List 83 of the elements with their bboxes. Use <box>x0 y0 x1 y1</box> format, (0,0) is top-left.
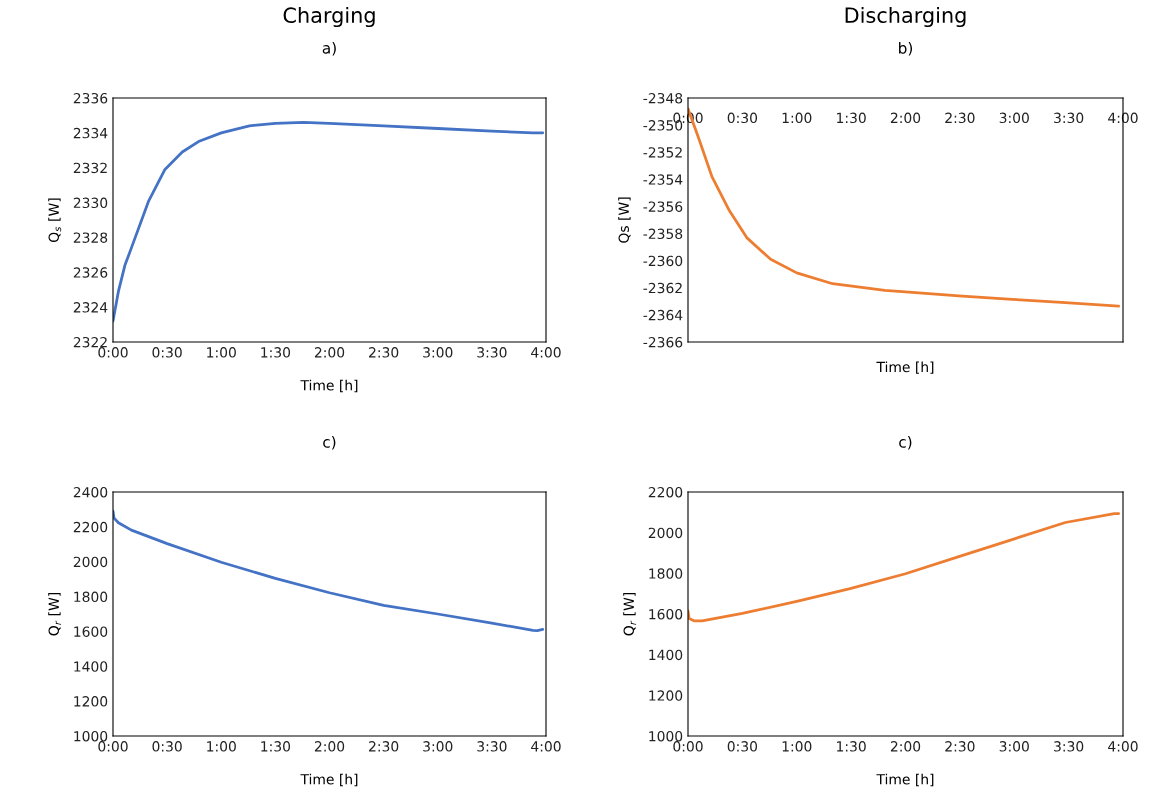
x-tick-label: 3:30 <box>1054 741 1084 752</box>
y-tick-label: 1000 <box>649 730 683 742</box>
y-tick-label: 2328 <box>73 232 108 243</box>
y-tick-label: 1400 <box>649 649 683 661</box>
x-axis-title: Time [h] <box>876 773 934 787</box>
x-tick-label: 1:00 <box>207 741 236 752</box>
x-tick-label: 4:00 <box>531 741 561 752</box>
y-axis-title: Q$_{r}$ [W] <box>48 592 62 636</box>
x-tick-label: 1:30 <box>837 741 866 752</box>
x-tick-label: 3:00 <box>999 741 1029 752</box>
y-tick-label: 1800 <box>649 568 683 579</box>
y-tick-label: 2200 <box>648 486 683 498</box>
x-axis-title: Time [h] <box>300 379 358 393</box>
x-tick-label: 2:30 <box>369 741 399 752</box>
y-tick-label: 2324 <box>73 302 108 313</box>
y-tick-label: 2322 <box>73 336 107 348</box>
x-tick-label: 3:00 <box>999 112 1029 124</box>
x-tick-label: 3:00 <box>423 741 453 752</box>
x-tick-label: 4:00 <box>1108 741 1138 752</box>
y-tick-label: -2366 <box>643 336 683 348</box>
x-tick-label: 2:30 <box>369 347 399 358</box>
x-tick-label: 3:30 <box>477 347 507 358</box>
y-tick-label: 1200 <box>74 696 108 707</box>
y-tick-label: -2360 <box>643 255 683 267</box>
y-tick-label: 2336 <box>73 92 108 104</box>
y-tick-label: 1600 <box>649 608 683 620</box>
line-series <box>113 509 545 632</box>
x-tick-label: 2:00 <box>890 112 921 124</box>
y-tick-label: 2400 <box>73 486 108 498</box>
y-tick-label: 1800 <box>74 591 108 603</box>
x-tick-label: 1:30 <box>261 347 291 358</box>
x-tick-label: 2:00 <box>314 741 345 752</box>
y-tick-label: -2348 <box>643 92 683 104</box>
y-tick-label: 1400 <box>74 661 108 672</box>
y-tick-label: 2330 <box>73 197 108 209</box>
line-series <box>113 121 545 323</box>
x-tick-label: 0:00 <box>98 347 128 358</box>
text: Charging <box>283 6 375 28</box>
line-series <box>688 512 1121 623</box>
x-axis-title: Time [h] <box>300 773 358 787</box>
x-tick-label: 3:00 <box>423 347 453 358</box>
x-tick-label: 1:00 <box>782 741 812 752</box>
y-tick-label: 2000 <box>648 527 683 539</box>
y-axis-title: Q$_{r}$ [W] <box>623 592 637 636</box>
chart-title: b) <box>899 41 913 56</box>
y-tick-label: 1600 <box>74 626 108 637</box>
x-tick-label: 2:30 <box>945 112 975 124</box>
x-tick-label: 4:00 <box>531 347 561 358</box>
x-axis-title: Time [h] <box>876 361 934 374</box>
y-tick-label: 2200 <box>73 521 108 533</box>
chart-title: c) <box>899 435 912 450</box>
x-tick-label: 3:30 <box>1054 112 1084 124</box>
x-tick-label: 1:30 <box>837 112 866 124</box>
y-tick-label: -2364 <box>643 309 683 321</box>
chart-title: c) <box>323 435 336 450</box>
y-tick-label: 2332 <box>73 162 107 174</box>
x-tick-label: 0:30 <box>727 741 758 752</box>
y-axis-title: Qs [W] <box>618 197 631 243</box>
x-tick-label: 0:30 <box>152 741 182 752</box>
y-tick-label: -2356 <box>643 201 683 212</box>
x-tick-label: 0:00 <box>673 741 703 752</box>
y-tick-label: 2334 <box>73 127 108 139</box>
y-axis-title: Q$_{s}$ [W] <box>48 198 62 242</box>
x-tick-label: 2:30 <box>945 741 975 752</box>
x-tick-label: 1:00 <box>207 347 236 358</box>
x-tick-label: 2:00 <box>890 741 921 752</box>
y-tick-label: 1200 <box>649 690 683 701</box>
y-tick-label: -2352 <box>643 147 682 158</box>
text: Discharging <box>845 6 966 28</box>
y-tick-label: -2362 <box>643 282 682 294</box>
x-tick-label: 1:00 <box>782 112 812 124</box>
x-tick-label: 0:30 <box>152 347 182 358</box>
y-tick-label: 1000 <box>74 730 108 742</box>
x-tick-label: 0:00 <box>98 741 128 752</box>
y-tick-label: 2326 <box>73 267 108 278</box>
y-tick-label: 2000 <box>73 556 108 568</box>
x-tick-label: 2:00 <box>314 347 345 358</box>
y-tick-label: -2358 <box>643 228 683 240</box>
x-tick-label: 3:30 <box>477 741 507 752</box>
chart-title: a) <box>322 41 336 56</box>
x-tick-label: 0:30 <box>727 112 758 124</box>
x-tick-label: 1:30 <box>261 741 291 752</box>
y-tick-label: -2354 <box>643 174 683 185</box>
